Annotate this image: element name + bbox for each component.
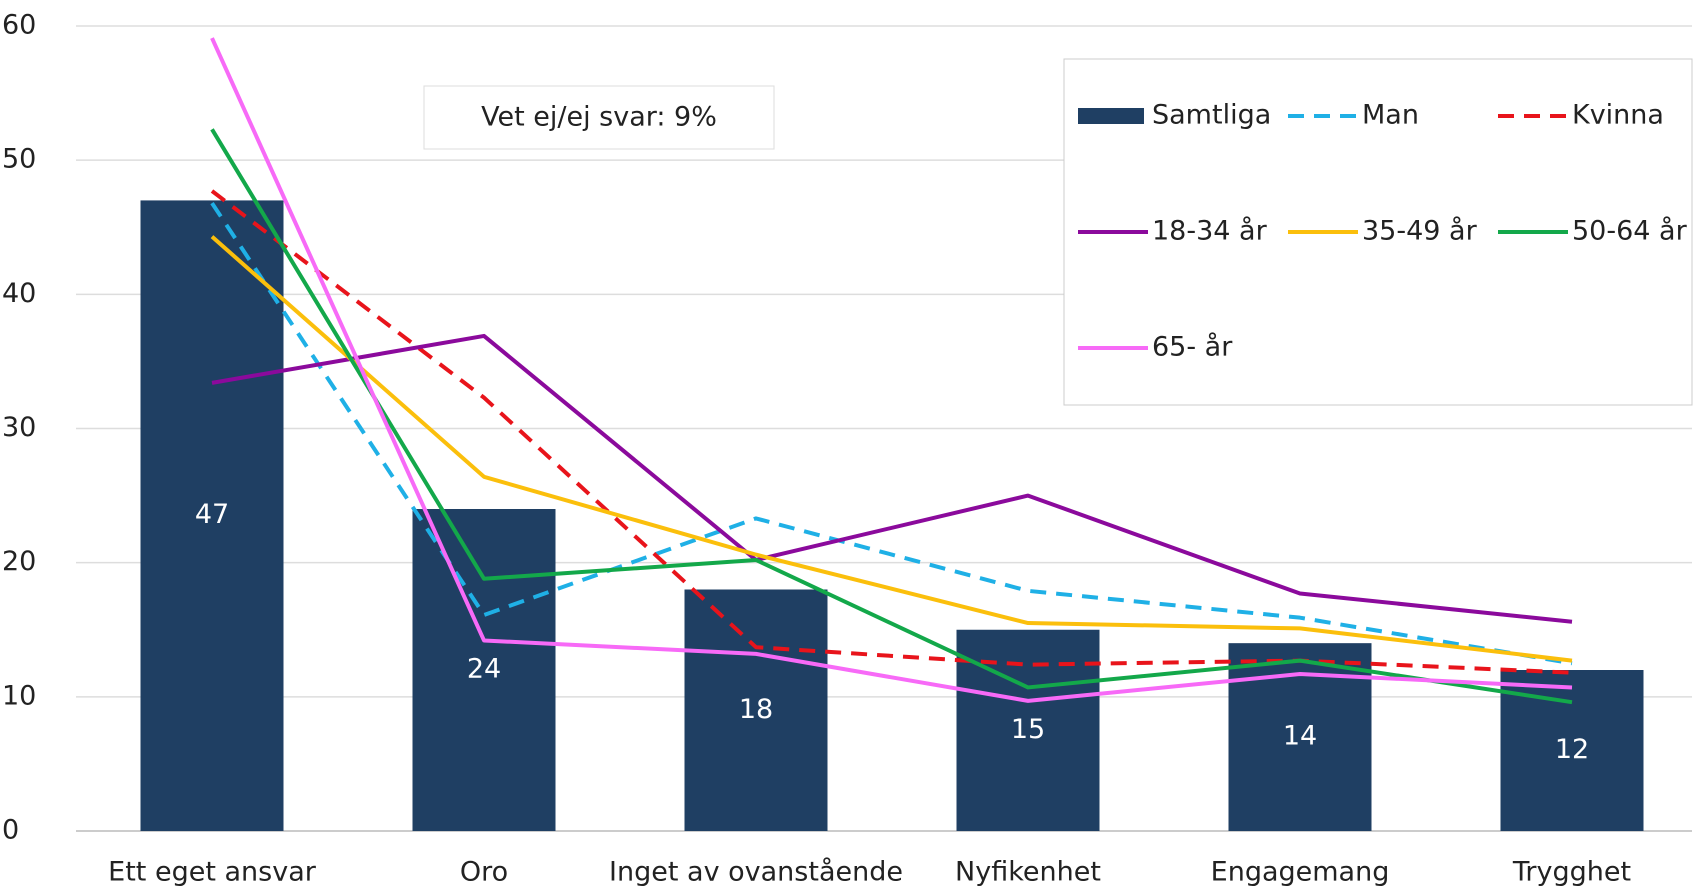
x-tick-label: Nyfikenhet [955,857,1101,888]
legend-label: 50-64 år [1572,216,1688,247]
line-series [210,37,1573,703]
y-tick-label: 30 [2,412,36,443]
y-tick-label: 40 [2,278,36,309]
legend-label: Kvinna [1572,100,1664,131]
legend-label: Samtliga [1152,100,1271,131]
line-series [210,128,1573,705]
y-tick-label: 60 [2,10,36,41]
legend-swatch [1078,108,1144,124]
annotation: Vet ej/ej svar: 9% [481,102,717,133]
legend-label: 35-49 år [1362,216,1478,247]
data-label: 14 [1283,721,1317,752]
data-label: 24 [467,654,501,685]
x-tick-label: Inget av ovanstående [609,857,903,888]
y-tick-label: 50 [2,144,36,175]
line-series [211,333,1573,624]
legend: Samtliga Man Kvinna 18-34 år 35-49 år 50-64 å… [1063,58,1693,406]
data-label: 12 [1555,734,1589,765]
line-series [210,201,1573,666]
data-label: 15 [1011,714,1045,745]
legend-label: Man [1362,100,1419,131]
data-label: 47 [195,499,229,530]
y-tick-label: 10 [2,680,36,711]
x-tick-label: Oro [460,857,508,888]
y-tick-label: 20 [2,546,36,577]
legend-label: 65- år [1152,332,1233,363]
bar [140,200,284,831]
legend-label: 18-34 år [1152,216,1268,247]
x-tick-label: Engagemang [1211,857,1390,888]
data-label: 18 [739,694,773,725]
y-tick-label: 0 [2,815,19,846]
legend-box [1063,58,1693,406]
bar [684,589,828,831]
annotation-box [423,85,775,150]
bar [412,509,556,831]
line-series [210,235,1573,663]
x-tick-label: Ett eget ansvar [108,857,317,888]
line-series [210,189,1573,675]
x-tick-label: Trygghet [1512,857,1631,888]
